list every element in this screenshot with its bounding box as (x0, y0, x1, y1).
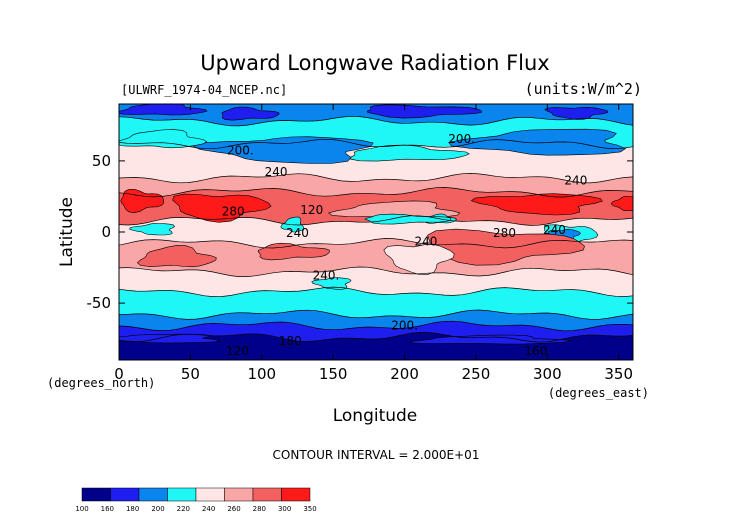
patch-14 (364, 213, 452, 225)
colorbar-level: 280 (253, 505, 266, 513)
y-axis-ticks: -50 0 50 (87, 152, 633, 312)
y-unit-label: (degrees_north) (47, 376, 155, 390)
contour-line-10 (119, 332, 633, 343)
contour-label: 240 (543, 223, 566, 237)
colorbar-level: 160 (101, 505, 114, 513)
contour-label: 200. (391, 318, 418, 332)
x-tick-label: 0 (114, 365, 124, 383)
patch-9 (172, 193, 272, 223)
x-tick-label: 150 (319, 365, 348, 383)
colorbar-level: 300 (278, 505, 291, 513)
colorbar-swatch (167, 487, 197, 502)
contour-interval-note: CONTOUR INTERVAL = 2.000E+01 (273, 448, 480, 462)
band-3 (119, 173, 633, 197)
contour-plot-area (119, 104, 633, 360)
contour-line-4 (119, 215, 633, 226)
y-tick-label: 50 (92, 152, 111, 170)
colorbar-swatch (195, 487, 225, 502)
colorbar-level: 260 (227, 505, 240, 513)
contour-line-2 (119, 173, 633, 184)
contour-line-9 (119, 320, 633, 332)
colorbar-swatch (252, 487, 282, 502)
patch-5 (448, 128, 627, 156)
colorbar-swatch (110, 487, 140, 502)
contour-label: 120 (300, 203, 323, 217)
contour-label: 200. (227, 144, 254, 158)
patch-8 (120, 189, 164, 214)
colorbar-level: 350 (303, 505, 316, 513)
contour-label: 240. (313, 269, 340, 283)
contour-label: 240 (564, 173, 587, 187)
contour-line-8 (119, 309, 633, 320)
contour-line-7 (119, 286, 633, 297)
patch-4 (191, 136, 374, 164)
x-tick-label: 200 (390, 365, 419, 383)
colorbar-swatch (138, 487, 168, 502)
colorbar-level: 100 (75, 505, 88, 513)
patch-1 (221, 106, 280, 121)
x-tick-label: 300 (533, 365, 562, 383)
band-8 (119, 287, 633, 320)
contour-label: 280 (493, 226, 516, 240)
contour-labels: 200. 240 280 240 120 240. 240 200. 240 280 240 200.… (222, 132, 588, 358)
patch-20 (257, 242, 330, 261)
contour-line-6 (119, 266, 633, 277)
x-tick-label: 100 (247, 365, 276, 383)
x-tick-label: 250 (462, 365, 491, 383)
contour-label: 120 (226, 344, 249, 358)
contour-line-0 (119, 115, 633, 127)
colorbar-level: 240 (202, 505, 215, 513)
colorbar-swatch (224, 487, 254, 502)
patch-2 (366, 104, 482, 119)
x-unit-label: (degrees_east) (548, 386, 649, 400)
x-tick-label: 350 (604, 365, 633, 383)
units-label: (units:W/m^2) (525, 80, 642, 98)
x-axis-ticks: 0 50 100 150 200 250 300 350 (114, 104, 633, 383)
band-1 (119, 116, 633, 149)
y-tick-label: -50 (87, 294, 112, 312)
patch-23 (311, 277, 352, 290)
y-axis-title: Latitude (57, 197, 77, 267)
patch-10 (470, 193, 603, 216)
contour-label: 240 (415, 235, 438, 249)
contour-label: 180 (279, 334, 302, 348)
patch-24 (119, 333, 221, 344)
contour-line-3 (119, 187, 633, 198)
patch-0 (119, 104, 208, 116)
contour-label: 200. (448, 132, 475, 146)
colorbar: 100 160 180 200 220 240 260 280 300 350 (75, 487, 317, 513)
contour-label: 240 (265, 165, 288, 179)
colorbar-level: 220 (177, 505, 190, 513)
contour-label: 280 (222, 205, 245, 219)
patch-3 (544, 106, 609, 120)
patch-19 (136, 245, 217, 268)
dataset-label: [ULWRF_1974-04_NCEP.nc] (121, 83, 287, 97)
contour-line-5 (119, 238, 633, 249)
patch-7 (350, 144, 470, 162)
patch-17 (129, 223, 176, 236)
x-tick-label: 50 (181, 365, 200, 383)
y-tick-label: 0 (101, 223, 111, 241)
colorbar-swatch (281, 487, 311, 502)
chart-title: Upward Longwave Radiation Flux (200, 51, 549, 75)
contour-line-1 (119, 138, 633, 150)
band-7 (119, 267, 633, 297)
colorbar-level: 200 (151, 505, 164, 513)
patch-25 (409, 334, 571, 345)
colorbar-level: 180 (126, 505, 139, 513)
contour-label: 160 (524, 344, 547, 358)
x-axis-title: Longitude (333, 406, 418, 426)
contour-label: 240 (286, 226, 309, 240)
patch-11 (610, 196, 633, 212)
colorbar-swatch (81, 487, 111, 502)
